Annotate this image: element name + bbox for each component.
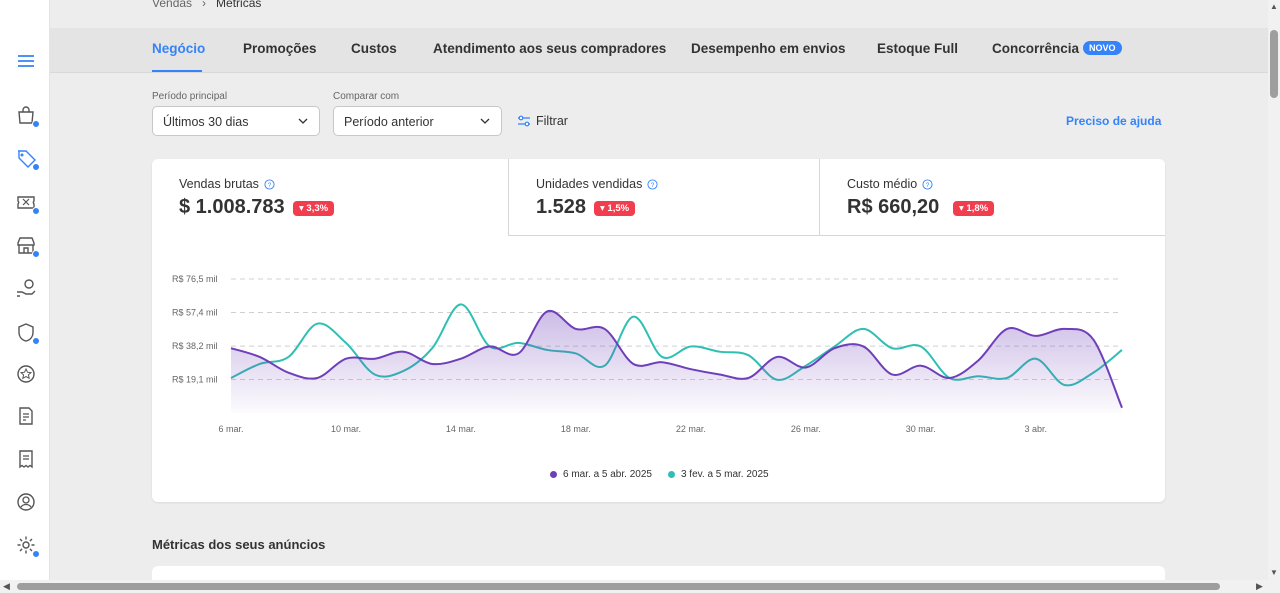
store-icon[interactable] — [14, 233, 40, 258]
kpi-title-text: Custo médio — [847, 177, 918, 191]
scroll-up-icon[interactable]: ▲ — [1270, 2, 1278, 11]
legend-label: 6 mar. a 5 abr. 2025 — [563, 469, 652, 480]
receipt-icon[interactable] — [14, 447, 38, 471]
help-link[interactable]: Preciso de ajuda — [1066, 114, 1162, 128]
main-period-select[interactable]: Últimos 30 dias — [152, 106, 320, 136]
notification-dot — [32, 550, 40, 558]
notification-dot — [32, 250, 40, 258]
x-tick-label: 18 mar. — [561, 424, 591, 434]
tab-concorrencia[interactable]: Concorrência NOVO — [992, 41, 1122, 56]
y-tick-label: R$ 19,1 mil — [172, 375, 218, 385]
kpi-value: R$ 660,20 — [847, 196, 940, 218]
menu-icon[interactable] — [14, 49, 38, 73]
help-icon[interactable]: ? — [922, 178, 933, 190]
chevron-down-icon — [480, 118, 490, 124]
kpi-title-text: Vendas brutas — [179, 177, 259, 191]
compare-label: Comparar com — [333, 91, 400, 102]
legend-dot — [667, 471, 675, 478]
scroll-down-icon[interactable]: ▼ — [1270, 568, 1278, 577]
kpi-title-text: Unidades vendidas — [536, 177, 643, 191]
main-period-label: Período principal — [152, 91, 228, 102]
series-line-current — [230, 309, 1123, 409]
sidebar — [0, 0, 50, 593]
kpi-vendas-brutas[interactable]: Vendas brutas ? $ 1.008.783 ▾ 3,3% — [152, 159, 508, 236]
bag-icon[interactable] — [14, 103, 40, 128]
legend-dot — [550, 471, 557, 478]
shield-icon[interactable] — [14, 320, 40, 345]
x-tick-label: 6 mar. — [218, 424, 243, 434]
breadcrumb-current: Métricas — [216, 0, 262, 10]
scroll-left-icon[interactable]: ◀ — [3, 581, 10, 591]
tab-bar — [50, 28, 1268, 73]
x-tick-label: 3 abr. — [1025, 424, 1048, 434]
notification-dot — [32, 337, 40, 345]
main-period-value: Últimos 30 dias — [163, 115, 249, 129]
user-icon[interactable] — [14, 490, 38, 514]
legend-label: 3 fev. a 5 mar. 2025 — [680, 469, 769, 480]
legend-item-previous[interactable]: 3 fev. a 5 mar. 2025 — [667, 469, 769, 480]
kpi-delta-badge: ▾ 1,5% — [594, 201, 636, 216]
series-area-current — [231, 310, 1122, 413]
x-tick-label: 22 mar. — [676, 424, 706, 434]
x-tick-label: 14 mar. — [446, 424, 476, 434]
section-title: Métricas dos seus anúncios — [152, 537, 326, 552]
horizontal-scroll-thumb[interactable] — [17, 583, 1220, 590]
filter-button[interactable]: Filtrar — [517, 114, 568, 128]
compare-select[interactable]: Período anterior — [333, 106, 502, 136]
breadcrumb-separator: › — [202, 0, 207, 10]
notification-dot — [32, 120, 40, 128]
tab-atendimento[interactable]: Atendimento aos seus compradores — [433, 41, 667, 56]
compare-value: Período anterior — [344, 115, 434, 129]
money-hand-icon[interactable] — [14, 276, 38, 300]
kpi-title: Vendas brutas ? — [179, 177, 275, 191]
y-tick-label: R$ 76,5 mil — [172, 274, 218, 284]
star-badge-icon[interactable] — [14, 362, 38, 386]
kpi-delta-badge: ▾ 1,8% — [953, 201, 995, 216]
x-tick-label: 30 mar. — [906, 424, 936, 434]
sliders-icon — [518, 115, 530, 127]
document-edit-icon[interactable] — [14, 404, 38, 428]
chart-legend: 6 mar. a 5 abr. 2025 3 fev. a 5 mar. 202… — [550, 469, 769, 480]
breadcrumb-parent[interactable]: Vendas — [152, 0, 193, 10]
vertical-scrollbar[interactable]: ▲ ▼ — [1268, 0, 1280, 580]
sales-line-chart[interactable]: R$ 19,1 mil R$ 38,2 mil R$ 57,4 mil R$ 76,5… — [152, 159, 1165, 459]
tab-concorrencia-label: Concorrência — [992, 41, 1080, 56]
breadcrumb: Vendas › Métricas — [152, 0, 261, 10]
svg-text:?: ? — [926, 181, 930, 188]
gear-icon[interactable] — [14, 533, 40, 558]
tab-negocio[interactable]: Negócio — [152, 41, 206, 56]
metrics-card: Vendas brutas ? $ 1.008.783 ▾ 3,3% Unida… — [152, 159, 1165, 502]
x-tick-label: 10 mar. — [331, 424, 361, 434]
tab-desempenho-envios[interactable]: Desempenho em envios — [691, 41, 846, 56]
new-badge: NOVO — [1083, 41, 1122, 55]
kpi-custo-medio[interactable]: Custo médio ? R$ 660,20 ▾ 1,8% — [819, 159, 1165, 236]
y-tick-label: R$ 38,2 mil — [172, 341, 218, 351]
help-icon[interactable]: ? — [647, 178, 658, 190]
tab-custos[interactable]: Custos — [351, 41, 397, 56]
tab-estoque-full[interactable]: Estoque Full — [877, 41, 958, 56]
kpi-unidades-vendidas[interactable]: Unidades vendidas ? 1.528 ▾ 1,5% — [508, 159, 819, 236]
tag-icon[interactable] — [14, 146, 40, 171]
y-tick-label: R$ 57,4 mil — [172, 307, 218, 317]
horizontal-scrollbar[interactable]: ◀ ▶ — [0, 580, 1280, 593]
vertical-scroll-thumb[interactable] — [1270, 30, 1278, 98]
ticket-icon[interactable] — [14, 190, 40, 215]
kpi-title: Unidades vendidas ? — [536, 177, 658, 191]
kpi-value: $ 1.008.783 — [179, 196, 285, 218]
kpi-title: Custo médio ? — [847, 177, 933, 191]
chevron-down-icon — [298, 118, 308, 124]
notification-dot — [32, 207, 40, 215]
legend-item-current[interactable]: 6 mar. a 5 abr. 2025 — [550, 469, 652, 480]
svg-text:?: ? — [268, 181, 272, 188]
tab-promocoes[interactable]: Promoções — [243, 41, 317, 56]
filter-label: Filtrar — [536, 114, 568, 128]
kpi-value: 1.528 — [536, 196, 587, 218]
svg-text:?: ? — [651, 181, 655, 188]
kpi-delta-badge: ▾ 3,3% — [293, 201, 335, 216]
scroll-right-icon[interactable]: ▶ — [1256, 581, 1263, 591]
active-tab-indicator — [152, 70, 202, 72]
x-tick-label: 26 mar. — [791, 424, 821, 434]
help-icon[interactable]: ? — [264, 178, 275, 190]
notification-dot — [32, 163, 40, 171]
